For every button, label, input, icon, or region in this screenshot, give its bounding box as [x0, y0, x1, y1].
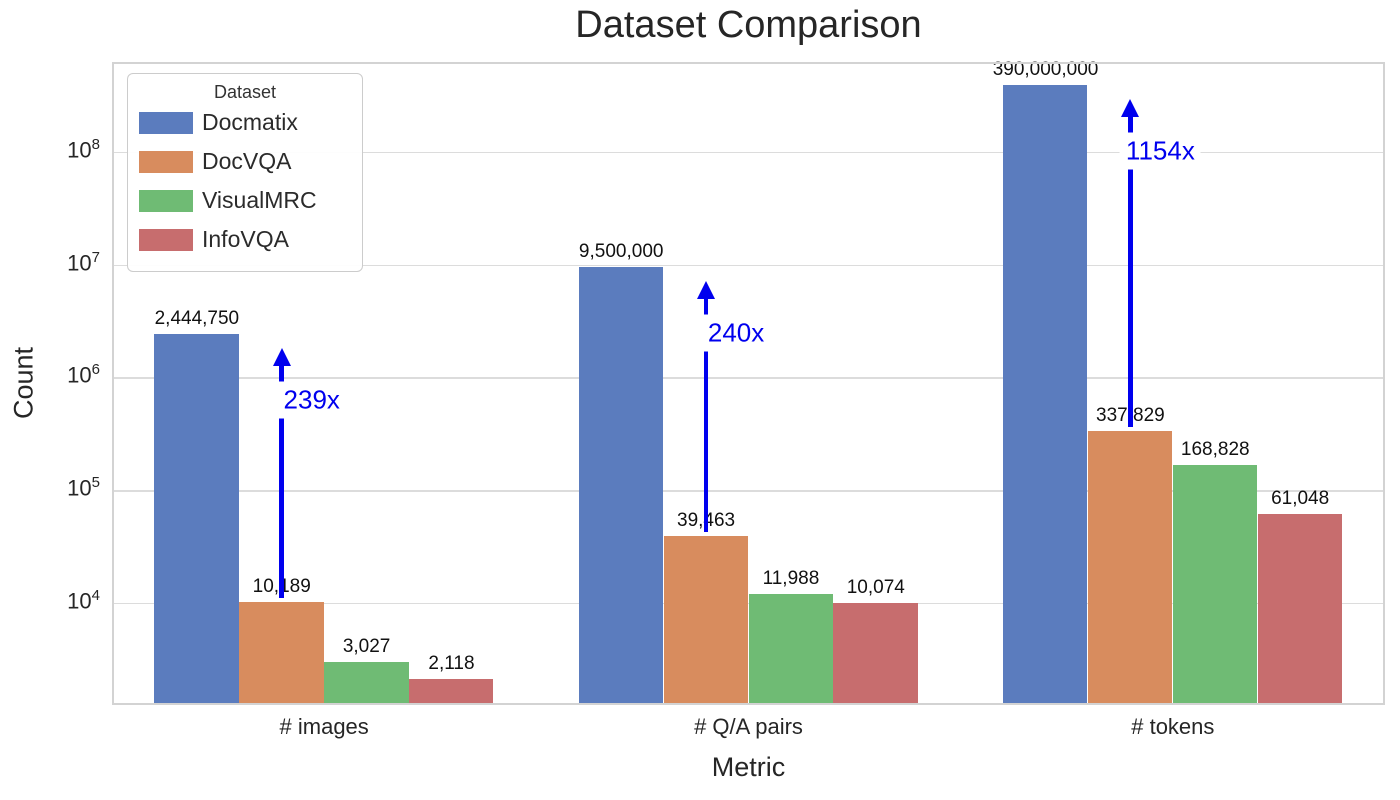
bar-infovqa-2 — [1257, 514, 1343, 705]
bar-value-label: 2,118 — [428, 652, 475, 674]
legend-title: Dataset — [213, 82, 277, 102]
annotation-arrowhead — [1121, 99, 1140, 118]
legend-swatch-icon — [139, 189, 193, 212]
legend-label: InfoVQA — [202, 226, 289, 252]
gridline — [112, 151, 1385, 154]
bar-docmatix-2 — [1003, 85, 1088, 705]
chart-title: Dataset Comparison — [575, 4, 922, 46]
legend-box: Dataset Docmatix DocVQA VisualMRC InfoVQA — [127, 73, 363, 272]
legend-label: VisualMRC — [202, 187, 317, 213]
y-axis-label: Count — [8, 346, 39, 420]
legend-entry-docmatix: Docmatix — [128, 103, 362, 142]
bar-docmatix-1 — [578, 267, 664, 705]
gridline — [112, 264, 1385, 267]
legend-entry-infovqa: InfoVQA — [128, 220, 362, 259]
y-tick-label: 108 — [67, 135, 100, 163]
bar-docvqa-2 — [1087, 430, 1173, 705]
annotation-arrow-line — [1128, 115, 1133, 427]
bar-value-label: 3,027 — [342, 635, 391, 657]
annotation-arrow-line — [703, 297, 709, 532]
bar-value-label: 61,048 — [1271, 488, 1330, 510]
bar-value-label: 168,828 — [1180, 438, 1250, 460]
x-tick-label: # Q/A pairs — [694, 714, 803, 739]
y-tick-label: 107 — [67, 248, 100, 276]
bar-value-label: 9,500,000 — [578, 241, 664, 263]
multiplier-annotation: 240x — [701, 314, 771, 352]
bar-docmatix-0 — [154, 333, 239, 705]
x-axis-label: Metric — [711, 752, 786, 782]
legend-entry-visualmrc: VisualMRC — [128, 181, 362, 220]
legend-label: Docmatix — [202, 109, 298, 135]
bar-docvqa-0 — [239, 602, 324, 705]
bar-docvqa-1 — [663, 535, 748, 705]
bar-value-label: 10,074 — [846, 576, 905, 598]
y-tick-label: 105 — [67, 474, 100, 501]
bar-infovqa-1 — [833, 602, 918, 705]
bar-visualmrc-0 — [324, 661, 409, 705]
annotation-arrowhead — [272, 347, 291, 366]
legend-entry-docvqa: DocVQA — [128, 142, 362, 181]
y-tick-label: 104 — [67, 586, 100, 614]
multiplier-annotation: 1154x — [1119, 132, 1201, 170]
bar-value-label: 11,988 — [762, 568, 820, 590]
multiplier-annotation: 239x — [277, 381, 346, 419]
bar-value-label: 2,444,750 — [154, 307, 240, 329]
annotation-arrow-line — [279, 363, 284, 599]
y-tick-label: 106 — [67, 361, 100, 388]
bar-infovqa-0 — [409, 678, 494, 705]
gridline — [112, 377, 1385, 379]
x-tick-label: # tokens — [1131, 714, 1215, 739]
bar-visualmrc-1 — [748, 594, 833, 705]
bar-value-label: 390,000,000 — [992, 59, 1099, 81]
bar-visualmrc-2 — [1172, 464, 1258, 705]
legend-swatch-icon — [139, 150, 193, 173]
annotation-arrowhead — [697, 281, 716, 300]
x-tick-label: # images — [279, 714, 369, 739]
legend-swatch-icon — [139, 228, 193, 251]
gridline — [112, 490, 1385, 492]
legend-label: DocVQA — [202, 148, 292, 174]
legend-swatch-icon — [139, 111, 193, 134]
